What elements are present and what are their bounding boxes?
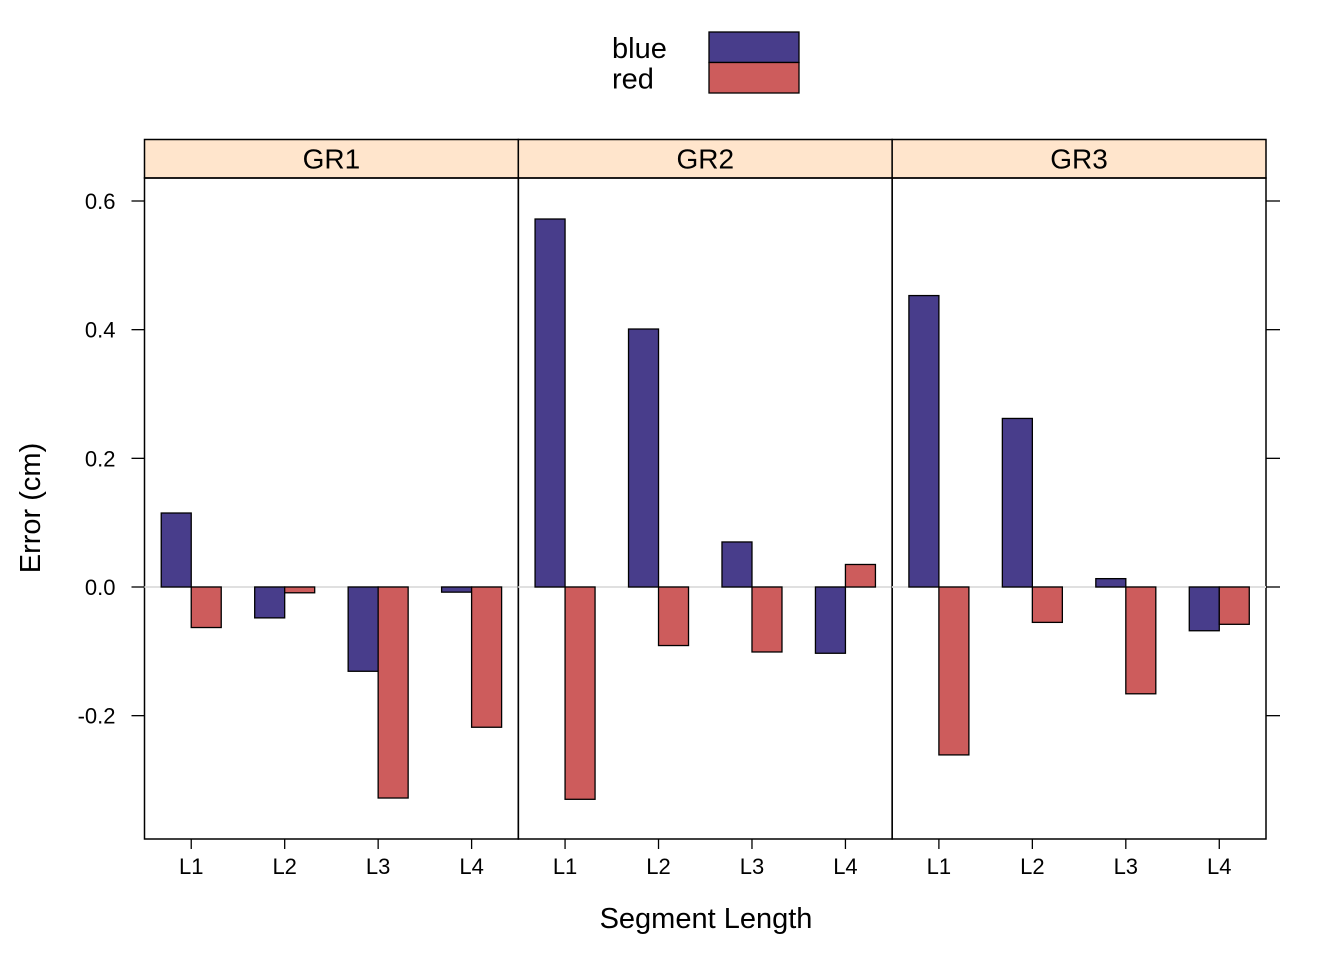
x-tick-label: L4 — [833, 854, 857, 879]
panel-strip — [517, 138, 893, 179]
legend-swatch-blue — [708, 31, 800, 64]
bar-gr3-l2-blue — [1001, 417, 1034, 588]
bar-gr3-l4-red — [1218, 586, 1250, 625]
bar-gr3-l2-red — [1031, 586, 1064, 624]
bar-gr2-l3-red — [751, 586, 783, 653]
bar-gr1-l3-red — [377, 586, 409, 799]
panel-strip — [891, 138, 1267, 179]
bar-gr1-l4-blue — [440, 586, 473, 593]
bar-gr2-l2-blue — [627, 328, 660, 588]
y-axis: -0.2 0.0 0.2 0.4 0.6 — [78, 189, 1280, 729]
x-tick-label: L2 — [272, 854, 296, 879]
bar-gr3-l4-blue — [1188, 586, 1220, 632]
legend-swatch-red — [708, 61, 800, 94]
y-tick-label: 0.6 — [85, 189, 116, 214]
y-axis-label: Error (cm) — [15, 443, 47, 573]
bar-gr1-l1-red — [190, 586, 222, 629]
bar-gr1-l3-blue — [347, 586, 379, 672]
x-tick-label: L4 — [1207, 854, 1231, 879]
y-tick-label: -0.2 — [78, 704, 116, 729]
x-axis: L1 L2 L3 L4 L1 L2 L3 L4 L1 L2 L3 L4 — [179, 839, 1232, 879]
panels: GR1 GR2 GR3 — [143, 138, 1267, 840]
x-tick-label: L4 — [459, 854, 483, 879]
bar-gr3-l1-blue — [908, 294, 940, 588]
panel-title: GR2 — [676, 144, 734, 175]
panel-strip — [143, 138, 520, 179]
y-tick-label: 0.0 — [85, 575, 116, 600]
x-tick-label: L2 — [646, 854, 670, 879]
x-tick-label: L3 — [1114, 854, 1138, 879]
bar-gr1-l1-blue — [160, 512, 192, 588]
x-tick-label: L1 — [179, 854, 203, 879]
panel-gr1: GR1 — [143, 138, 520, 840]
y-tick-label: 0.4 — [85, 318, 116, 343]
legend-label-red: red — [612, 64, 654, 96]
panel-gr2: GR2 — [517, 138, 893, 840]
bar-gr2-l1-blue — [534, 218, 566, 588]
bar-gr2-l3-blue — [721, 541, 753, 588]
bar-gr3-l3-red — [1125, 586, 1157, 695]
bar-gr3-l1-red — [938, 586, 970, 756]
y-tick-label: 0.2 — [85, 446, 116, 471]
bar-gr3-l3-blue — [1095, 577, 1127, 588]
legend-label-blue: blue — [612, 33, 667, 65]
panel-gr3: GR3 — [891, 138, 1267, 840]
bar-gr1-l2-blue — [254, 586, 286, 619]
x-tick-label: L3 — [366, 854, 390, 879]
bar-gr2-l2-red — [657, 586, 690, 647]
panel-title: GR1 — [303, 144, 361, 175]
x-tick-label: L2 — [1020, 854, 1044, 879]
bar-gr2-l1-red — [564, 586, 596, 800]
bar-gr2-l4-red — [844, 563, 877, 588]
bar-gr2-l4-blue — [814, 586, 847, 654]
panel-title: GR3 — [1050, 144, 1108, 175]
x-tick-label: L1 — [927, 854, 951, 879]
x-axis-label: Segment Length — [600, 903, 813, 935]
panel-frame — [143, 177, 520, 840]
bar-gr1-l2-red — [284, 586, 316, 594]
x-tick-label: L3 — [740, 854, 764, 879]
x-tick-label: L1 — [553, 854, 577, 879]
bar-gr1-l4-red — [470, 586, 503, 728]
panel-frame — [891, 177, 1267, 840]
